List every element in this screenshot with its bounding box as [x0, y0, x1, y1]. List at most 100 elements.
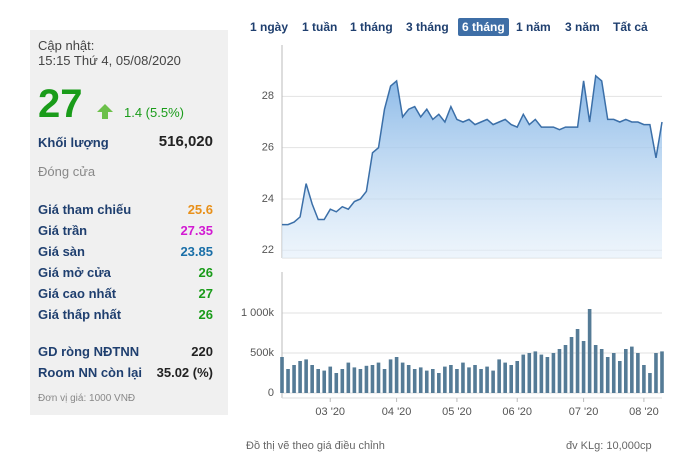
- volume-bar: [624, 349, 628, 393]
- volume-row: Khối lượng 516,020: [38, 133, 213, 150]
- footer-unit: đv KLg: 10,000cp: [566, 440, 652, 452]
- volume-bar: [358, 369, 363, 393]
- volume-bar: [551, 353, 556, 393]
- x-tick-label: 07 '20: [569, 406, 599, 418]
- volume-bar: [322, 370, 327, 393]
- label: Giá mở cửa: [38, 265, 111, 280]
- volume-bar: [334, 373, 339, 393]
- label: Giá trần: [38, 223, 88, 238]
- x-tick-label: 05 '20: [442, 406, 472, 418]
- foreign-row: Room NN còn lại 35.02 (%): [38, 365, 213, 380]
- volume-bar: [449, 365, 453, 393]
- range-tab[interactable]: 1 tháng: [350, 20, 393, 34]
- x-tick-label: 04 '20: [382, 406, 412, 418]
- label: Giá thấp nhất: [38, 307, 122, 322]
- volume-bar: [587, 309, 592, 393]
- volume-bar: [485, 366, 489, 393]
- volume-bar: [599, 349, 604, 393]
- volume-bar: [352, 367, 357, 393]
- value: 27: [198, 286, 213, 301]
- volume-bar: [533, 351, 538, 393]
- quote-panel: Cập nhật: 15:15 Thứ 4, 05/08/2020 27 1.4…: [30, 30, 228, 415]
- volume-bar: [406, 365, 411, 393]
- volume-bar: [310, 365, 314, 393]
- volume-bar: [611, 353, 616, 393]
- range-tab[interactable]: Tất cả: [613, 20, 648, 34]
- value: 35.02 (%): [156, 365, 213, 380]
- status: Đóng cửa: [38, 164, 96, 179]
- x-tick-label: 03 '20: [315, 406, 345, 418]
- price: 27: [38, 82, 83, 126]
- volume-bar: [648, 373, 652, 393]
- volume-bar: [563, 345, 568, 393]
- volume-bar: [286, 369, 290, 393]
- y-tick-label: 0: [268, 387, 274, 399]
- price-area: [282, 75, 662, 258]
- range-tab[interactable]: 1 năm: [516, 20, 551, 34]
- volume-bar: [292, 365, 296, 393]
- up-arrow: [97, 104, 113, 119]
- volume-bar: [370, 365, 375, 393]
- volume-bar: [503, 362, 507, 393]
- value: 25.6: [187, 202, 213, 217]
- volume-bar: [340, 369, 345, 393]
- footer-note: Đồ thị vẽ theo giá điều chỉnh: [246, 440, 385, 452]
- price-row: Giá mở cửa 26: [38, 265, 213, 280]
- range-tab[interactable]: 3 tháng: [406, 20, 449, 34]
- volume-bar: [497, 359, 501, 393]
- foreign-row: GD ròng NĐTNN 220: [38, 344, 213, 359]
- price-row: Giá trần 27.35: [38, 223, 213, 238]
- volume-bar: [654, 353, 658, 393]
- volume-bar: [437, 373, 441, 393]
- volume-bar: [539, 354, 544, 393]
- range-tab[interactable]: 6 tháng: [458, 18, 509, 36]
- volume-bar: [581, 341, 586, 393]
- volume-bar: [394, 357, 399, 393]
- volume-bar: [430, 369, 435, 393]
- range-tab[interactable]: 1 tuần: [302, 20, 338, 34]
- volume-bar: [473, 365, 477, 393]
- volume-bar: [443, 366, 447, 393]
- price-row: Giá thấp nhất 26: [38, 307, 213, 322]
- label: Giá sàn: [38, 244, 85, 259]
- price-row: Giá cao nhất 27: [38, 286, 213, 301]
- label: GD ròng NĐTNN: [38, 344, 140, 359]
- volume-bar: [418, 367, 423, 393]
- volume-bar: [479, 369, 483, 393]
- volume-bar: [521, 354, 526, 393]
- unit-note: Đơn vị giá: 1000 VNĐ: [38, 393, 136, 404]
- value: 516,020: [158, 133, 213, 150]
- label: Giá tham chiếu: [38, 202, 132, 217]
- volume-bar: [364, 365, 369, 393]
- volume-bar: [388, 359, 393, 393]
- volume-bar: [557, 349, 562, 393]
- volume-bar: [400, 362, 405, 393]
- volume-bar: [642, 365, 646, 393]
- update-time: 15:15 Thứ 4, 05/08/2020: [38, 53, 181, 68]
- value: 27.35: [180, 223, 213, 238]
- volume-bar: [316, 369, 320, 393]
- y-tick-label: 26: [262, 142, 274, 154]
- volume-bar: [509, 365, 514, 393]
- update-label: Cập nhật:: [38, 38, 95, 53]
- volume-bar: [545, 357, 550, 393]
- volume-bar: [412, 369, 417, 393]
- volume-bar: [630, 346, 634, 393]
- volume-bar: [461, 362, 465, 393]
- volume-bar: [593, 345, 598, 393]
- volume-bar: [467, 367, 471, 393]
- volume-bar: [527, 353, 532, 393]
- range-tab[interactable]: 1 ngày: [250, 20, 289, 34]
- volume-bar: [491, 370, 495, 393]
- volume-bar: [569, 337, 574, 393]
- label: Giá cao nhất: [38, 286, 117, 301]
- range-tab[interactable]: 3 năm: [565, 20, 600, 34]
- value: 26: [198, 307, 213, 322]
- y-tick-label: 22: [262, 244, 274, 256]
- label: Room NN còn lại: [38, 365, 143, 380]
- volume-bar: [617, 361, 622, 393]
- volume-bar: [455, 369, 459, 393]
- volume-bar: [328, 366, 333, 393]
